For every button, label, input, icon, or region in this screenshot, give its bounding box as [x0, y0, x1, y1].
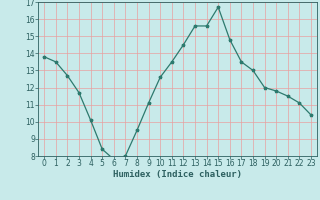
X-axis label: Humidex (Indice chaleur): Humidex (Indice chaleur) — [113, 170, 242, 179]
